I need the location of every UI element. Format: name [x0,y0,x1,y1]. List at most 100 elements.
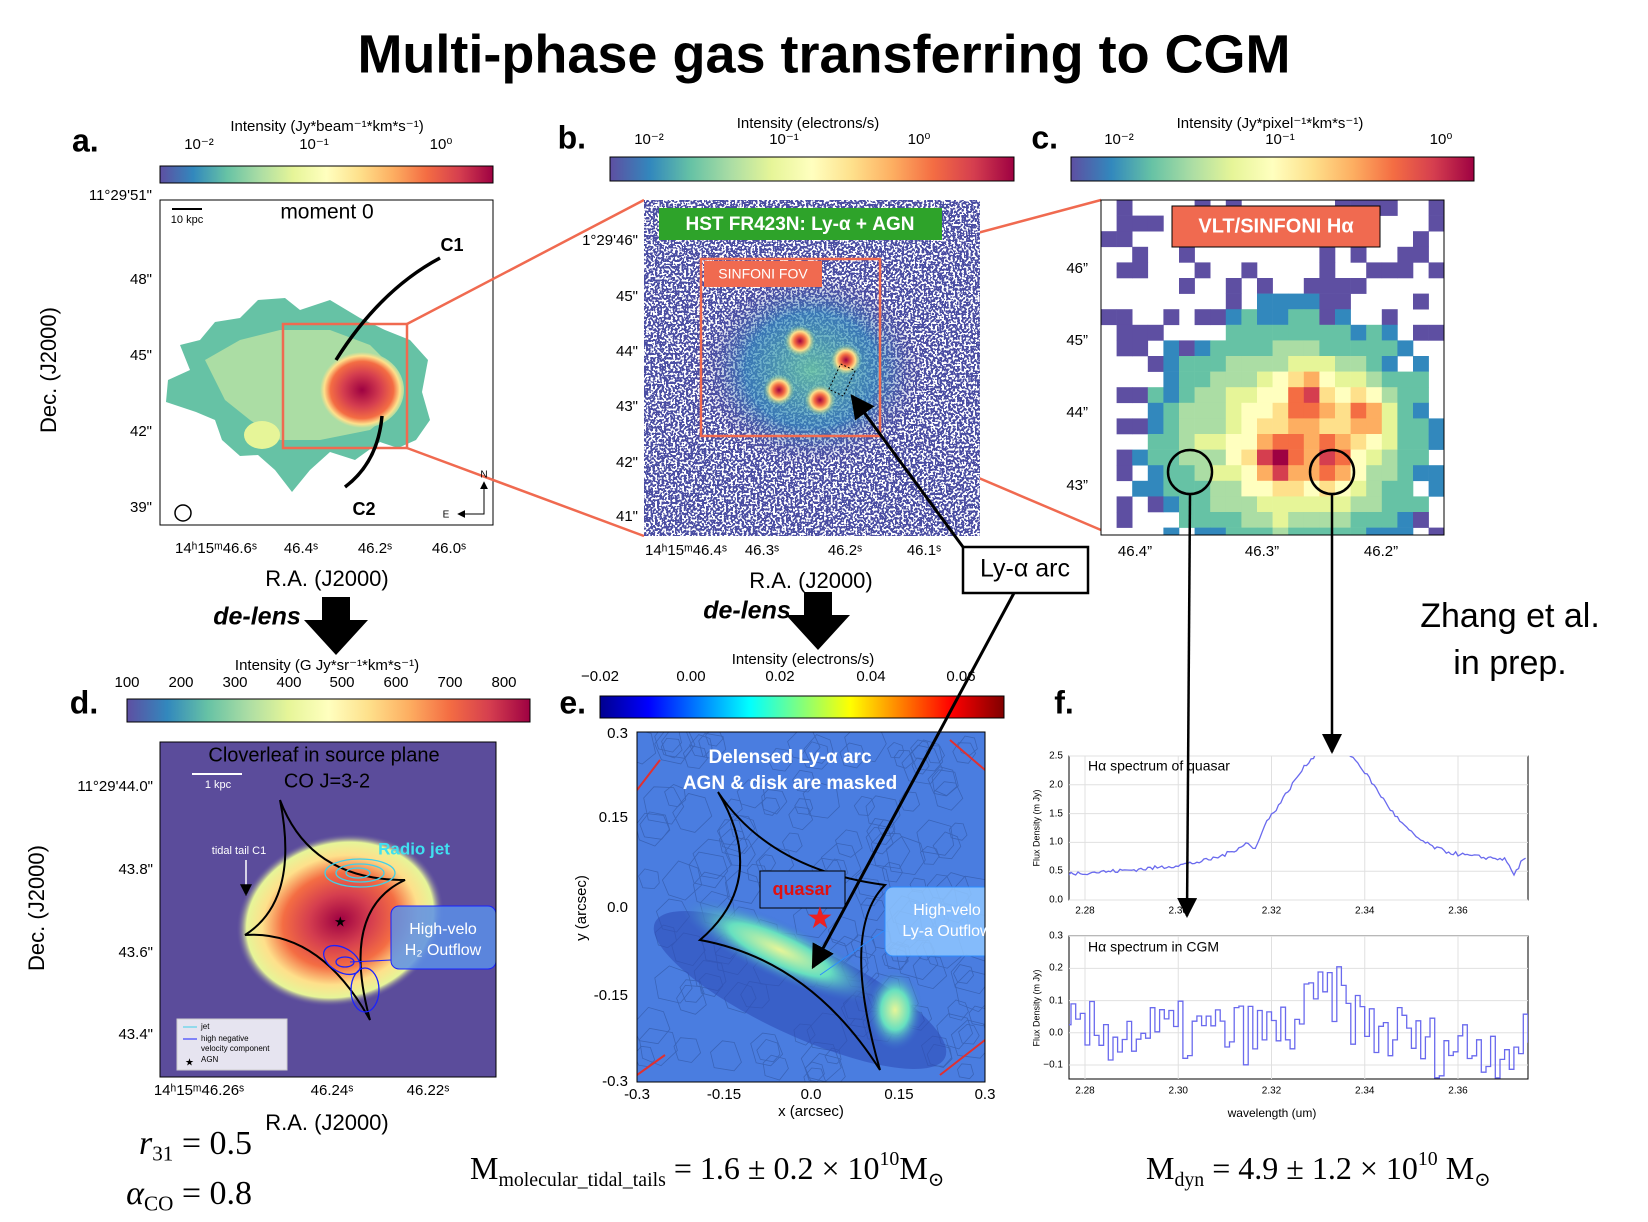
image-c [763,374,795,406]
callout-label: Ly-α arc [980,555,1070,583]
x-axis-label: R.A. (J2000) [749,568,873,593]
pixel [1428,200,1444,216]
pixel [1225,418,1242,435]
callout-box [961,545,1090,595]
pixel [1147,324,1164,341]
pixel [1335,465,1351,482]
pixel [1288,293,1305,310]
frame [159,741,497,1078]
x-tick-label: 46.3” [1245,543,1279,560]
annotation: quasar [772,879,831,899]
pixel [1194,434,1211,450]
pixel [1413,231,1429,248]
eq-subscript: molecular_tidal_tails [498,1169,665,1191]
pixel [1288,402,1305,419]
pixel [1413,246,1429,263]
pixel [1225,434,1242,450]
pixel [1225,402,1242,419]
pixel [1350,246,1367,263]
annotation: Ly-a Outflow [902,923,992,940]
pixel [1101,231,1117,248]
pixel [1179,496,1195,513]
pixel [1241,496,1258,513]
colorbar-label: Intensity (Jy*beam⁻¹*km*s⁻¹) [230,118,423,135]
colorbar-label: Intensity (electrons/s) [732,651,875,668]
colorbar-tick: 200 [168,674,193,691]
pixel [1194,340,1211,357]
y-tick-label: 41" [616,508,638,525]
pixel [1225,512,1242,528]
pixel [1381,402,1398,419]
cell [672,793,713,833]
image-b [830,344,862,376]
y-tick-label: 45” [1066,332,1088,349]
contour [335,863,385,883]
pixel [1116,449,1133,466]
image-d [804,384,836,416]
credit: in prep. [1453,644,1566,682]
pixel [1163,309,1180,326]
y-tick-label: 46” [1066,260,1088,277]
pixel [1132,340,1149,357]
pixel [1179,387,1195,404]
pixel [1194,402,1211,419]
pixel [1413,449,1429,466]
map-title: CO J=3-2 [284,770,370,792]
panel-f-plots [1068,755,1529,1080]
annotation: C2 [352,499,375,519]
y-tick-label: -0.3 [602,1073,628,1090]
cell [957,1063,974,1080]
cell [927,766,958,797]
annotation: moment 0 [280,201,373,224]
zoom-line [406,198,645,326]
legend-swatch: ★ [185,1058,194,1069]
pixel [1319,262,1336,279]
cell [762,1054,789,1081]
colorbar-tick: 10⁰ [908,131,931,148]
pixel [1288,356,1305,372]
pixel [1319,371,1336,388]
pixel [1381,356,1398,372]
pixel [1319,387,1336,404]
x-tick-label: 46.2ˢ [828,542,862,559]
scale-label: 10 kpc [171,214,204,226]
pixel [1147,387,1164,404]
equation: r31 = 0.5 [139,1125,252,1166]
plot-frame [1068,935,1529,1080]
annotation: H₂ Outflow [405,942,482,959]
x-tick-label: 2.36 [1448,1086,1468,1097]
pixel [1225,309,1242,326]
x-tick-label: 2.30 [1169,1086,1189,1097]
pixel [1303,324,1320,341]
pixel [1413,387,1429,404]
pixel [1257,418,1273,435]
equation: Mmolecular_tidal_tails = 1.6 ± 0.2 × 101… [470,1147,944,1190]
pixel [1257,465,1273,482]
x-tick-label: 46.4” [1118,543,1152,560]
pixel [1163,356,1180,372]
pixel [1241,371,1258,388]
pixel [1381,512,1398,528]
x-tick-label: -0.3 [624,1086,650,1103]
c1-arc [334,256,441,361]
colorbar-tick: 300 [222,674,247,691]
pixel [1194,356,1211,372]
delens-label: de-lens [213,603,301,631]
pixel [1413,324,1429,341]
eq-subscript: dyn [1174,1169,1204,1191]
pixel [1257,402,1273,419]
pixel [1413,512,1429,528]
cell [947,999,969,1021]
pixel [1116,324,1133,341]
pixel [1147,418,1164,435]
x-tick-label: 2.36 [1448,906,1468,917]
pixel [1335,434,1351,450]
pixel [1397,512,1414,528]
x-tick-label: 0.3 [975,1086,996,1103]
pixel [1319,309,1336,326]
pixel [1335,371,1351,388]
pixel [1225,527,1242,535]
pixel [1147,465,1164,482]
pixel [1413,434,1429,450]
